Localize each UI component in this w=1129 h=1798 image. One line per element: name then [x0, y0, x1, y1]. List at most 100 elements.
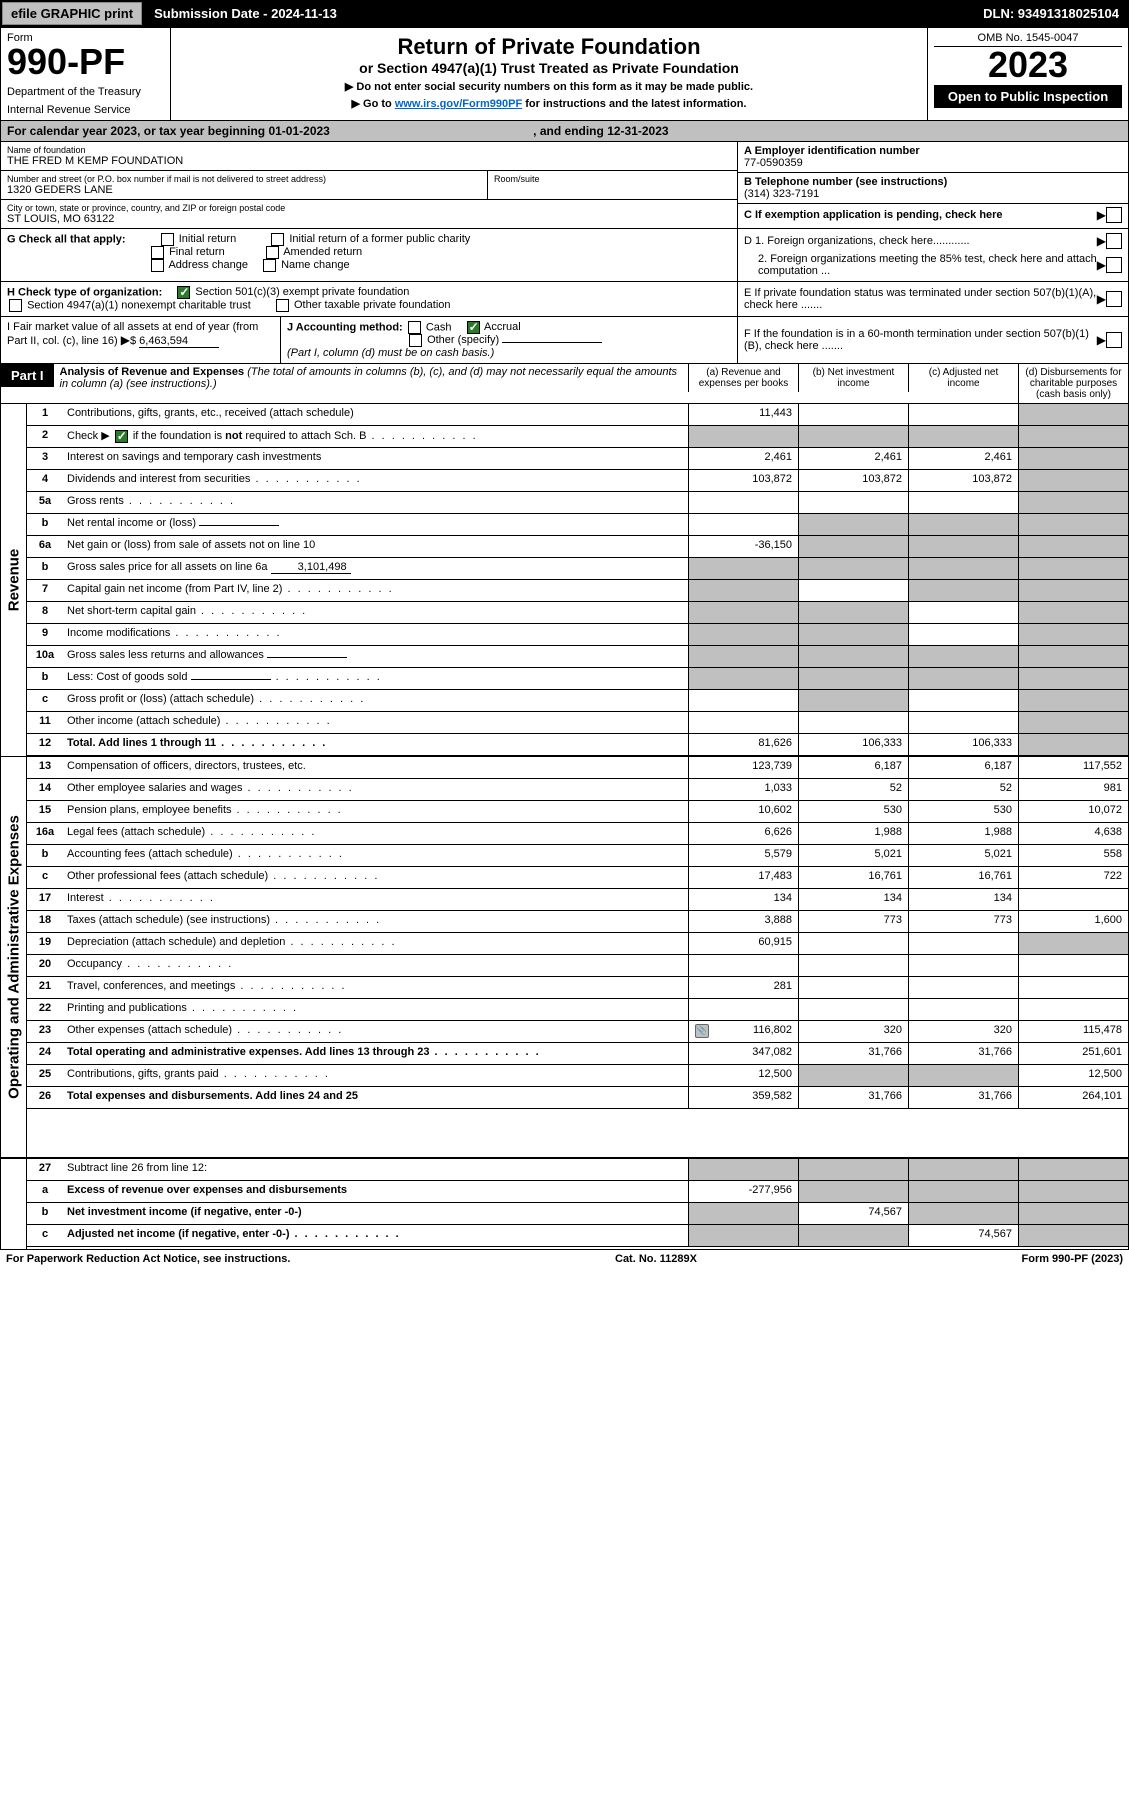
exp-val-d: 981: [1018, 779, 1128, 800]
rev-val-d: [1018, 646, 1128, 667]
fin-val-d: [1018, 1159, 1128, 1180]
exp-val-c: [908, 933, 1018, 954]
rev-val-a: 2,461: [688, 448, 798, 469]
exp-val-a: 5,579: [688, 845, 798, 866]
rev-val-b: [798, 514, 908, 535]
exp-val-d: 722: [1018, 867, 1128, 888]
exp-val-a: 6,626: [688, 823, 798, 844]
fin-val-c: [908, 1203, 1018, 1224]
rev-val-a: [688, 690, 798, 711]
rev-line-number: b: [27, 558, 63, 579]
phone-value: (314) 323-7191: [744, 188, 1122, 200]
cb-final-return[interactable]: [151, 246, 164, 259]
fin-line-number: b: [27, 1203, 63, 1224]
exp-val-d: 115,478: [1018, 1021, 1128, 1042]
rev-val-a: [688, 668, 798, 689]
exp-val-a: 📎116,802: [688, 1021, 798, 1042]
rev-line-desc: Total. Add lines 1 through 11: [63, 734, 688, 755]
goto-pre: ▶ Go to: [352, 98, 395, 110]
exp-val-c: [908, 1065, 1018, 1086]
exp-line-number: 19: [27, 933, 63, 954]
f-checkbox[interactable]: [1106, 332, 1122, 348]
ein-value: 77-0590359: [744, 157, 1122, 169]
fin-val-a: -277,956: [688, 1181, 798, 1202]
rev-val-c: [908, 492, 1018, 513]
fin-val-d: [1018, 1225, 1128, 1246]
d1-checkbox[interactable]: [1106, 233, 1122, 249]
rev-val-b: [798, 712, 908, 733]
exp-line-desc: Other employee salaries and wages: [63, 779, 688, 800]
exp-val-a: 123,739: [688, 757, 798, 778]
cb-sch-b[interactable]: [115, 430, 128, 443]
exp-line-number: b: [27, 845, 63, 866]
cb-amended[interactable]: [266, 246, 279, 259]
c-label: C If exemption application is pending, c…: [744, 209, 1097, 221]
rev-val-d: [1018, 690, 1128, 711]
cb-other-tax[interactable]: [276, 299, 289, 312]
exp-val-a: 3,888: [688, 911, 798, 932]
exp-line-number: 17: [27, 889, 63, 910]
opt-other: Other (specify): [427, 334, 499, 346]
rev-line-desc: Gross sales less returns and allowances: [63, 646, 688, 667]
exp-val-b: 52: [798, 779, 908, 800]
cb-initial-return[interactable]: [161, 233, 174, 246]
cb-name-change[interactable]: [263, 259, 276, 272]
rev-line-desc: Net short-term capital gain: [63, 602, 688, 623]
exp-val-d: 10,072: [1018, 801, 1128, 822]
rev-line-number: c: [27, 690, 63, 711]
cb-initial-former[interactable]: [271, 233, 284, 246]
rev-val-a: 11,443: [688, 404, 798, 425]
opt-addr: Address change: [168, 259, 248, 271]
c-checkbox[interactable]: [1106, 207, 1122, 223]
i-value: 6,463,594: [139, 335, 219, 348]
part1-badge: Part I: [1, 364, 54, 387]
cb-501c3[interactable]: [177, 286, 190, 299]
rev-val-a: [688, 712, 798, 733]
fin-line-number: a: [27, 1181, 63, 1202]
rev-val-b: [798, 602, 908, 623]
cb-accrual[interactable]: [467, 321, 480, 334]
rev-line-desc: Gross rents: [63, 492, 688, 513]
rev-line-number: 3: [27, 448, 63, 469]
cb-address-change[interactable]: [151, 259, 164, 272]
exp-val-c: 6,187: [908, 757, 1018, 778]
exp-line-desc: Depreciation (attach schedule) and deple…: [63, 933, 688, 954]
rev-line-number: 8: [27, 602, 63, 623]
arrow-icon: ▶: [1097, 258, 1106, 272]
exp-val-c: [908, 999, 1018, 1020]
exp-val-d: 12,500: [1018, 1065, 1128, 1086]
footer-right: Form 990-PF (2023): [1022, 1253, 1123, 1265]
exp-line-desc: Other professional fees (attach schedule…: [63, 867, 688, 888]
exp-line-number: 15: [27, 801, 63, 822]
exp-line-number: c: [27, 867, 63, 888]
rev-val-a: [688, 558, 798, 579]
cb-cash[interactable]: [408, 321, 421, 334]
city-value: ST LOUIS, MO 63122: [7, 213, 731, 225]
rev-line-desc: Gross sales price for all assets on line…: [63, 558, 688, 579]
exp-val-c: 31,766: [908, 1087, 1018, 1108]
cb-4947[interactable]: [9, 299, 22, 312]
arrow-icon: ▶: [1097, 292, 1106, 306]
exp-val-d: [1018, 955, 1128, 976]
opt-former: Initial return of a former public charit…: [289, 233, 470, 245]
exp-val-a: 12,500: [688, 1065, 798, 1086]
rev-val-d: [1018, 580, 1128, 601]
foundation-name: THE FRED M KEMP FOUNDATION: [7, 155, 731, 167]
exp-val-d: [1018, 889, 1128, 910]
exp-line-number: 24: [27, 1043, 63, 1064]
d2-checkbox[interactable]: [1106, 257, 1122, 273]
cb-other-method[interactable]: [409, 334, 422, 347]
efile-print-button[interactable]: efile GRAPHIC print: [2, 2, 142, 25]
attachment-icon[interactable]: 📎: [695, 1024, 709, 1038]
exp-val-b: [798, 933, 908, 954]
irs-link[interactable]: www.irs.gov/Form990PF: [395, 98, 522, 110]
rev-val-c: [908, 712, 1018, 733]
rev-line-number: 7: [27, 580, 63, 601]
exp-line-desc: Interest: [63, 889, 688, 910]
cal-year-end: 12-31-2023: [607, 124, 668, 138]
e-checkbox[interactable]: [1106, 291, 1122, 307]
rev-val-d: [1018, 536, 1128, 557]
ein-label: A Employer identification number: [744, 145, 1122, 157]
rev-val-d: [1018, 624, 1128, 645]
col-a-head: (a) Revenue and expenses per books: [688, 364, 798, 392]
